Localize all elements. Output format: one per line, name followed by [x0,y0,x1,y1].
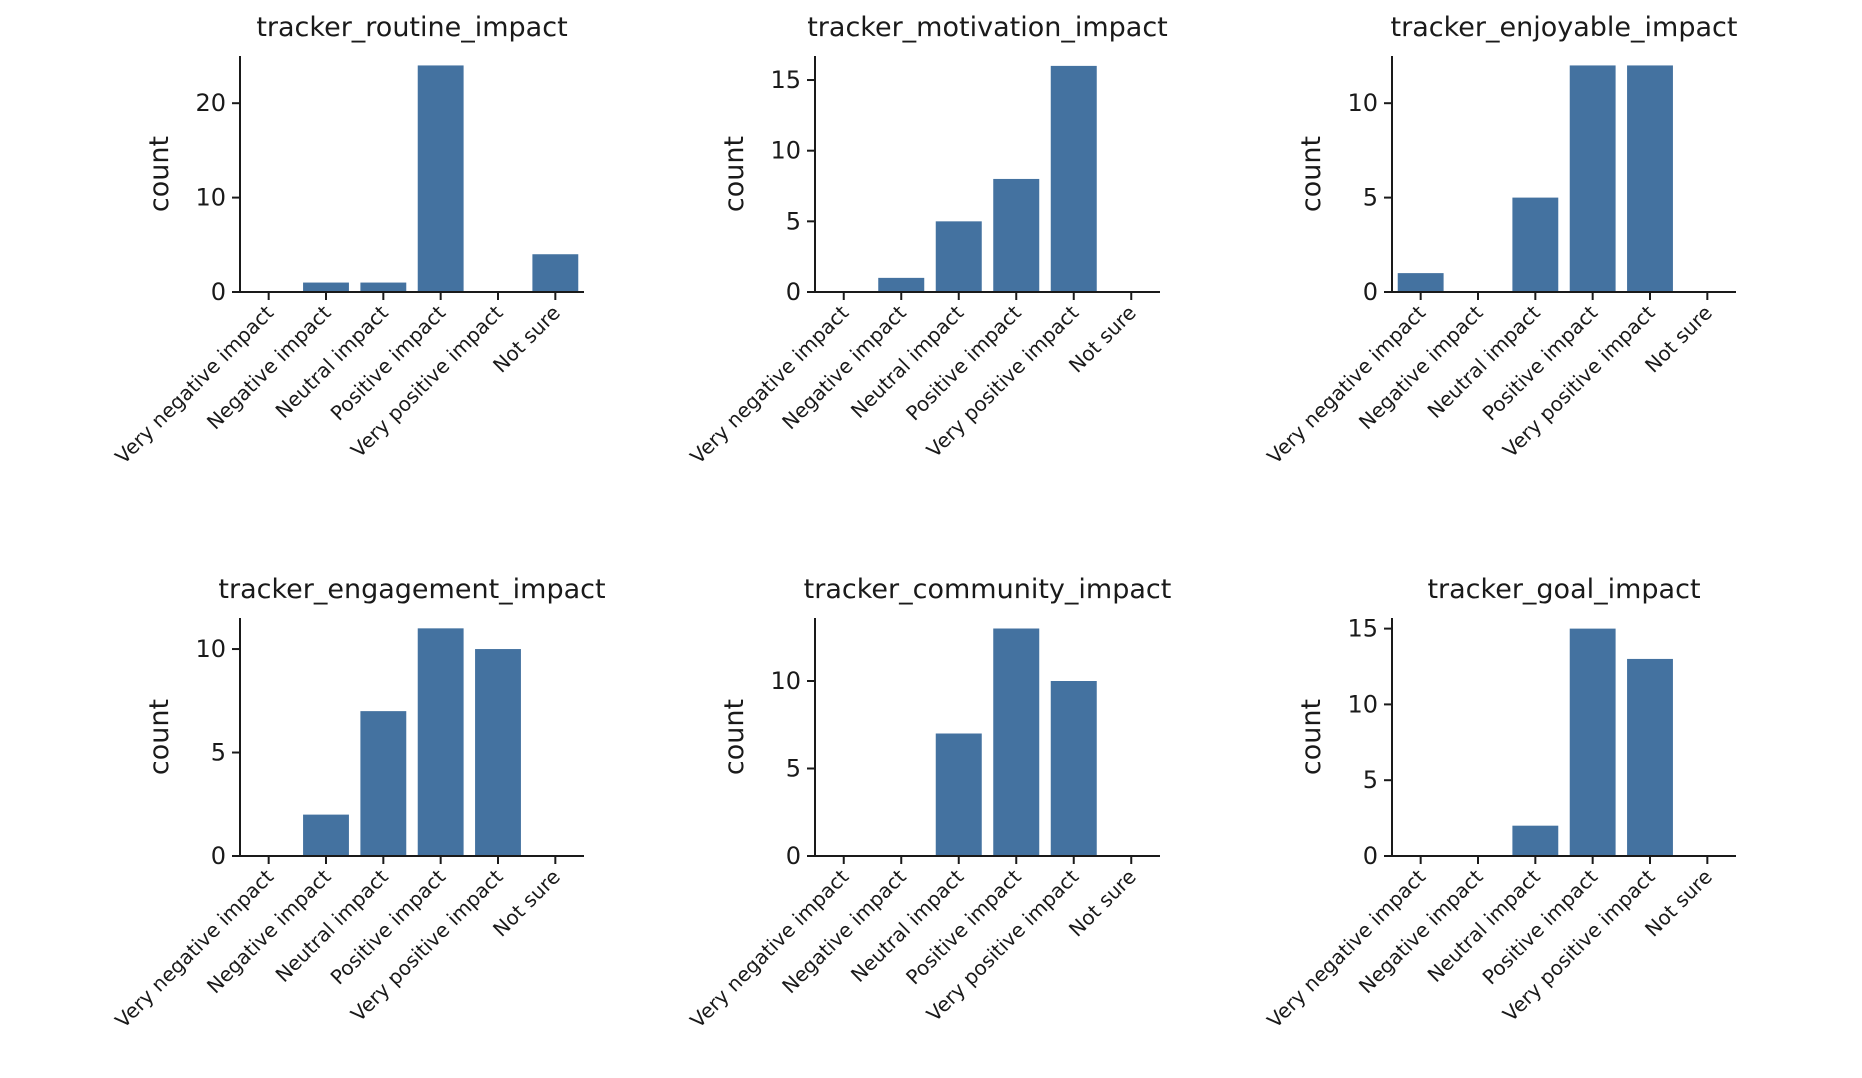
bar [1050,681,1097,856]
y-tick-label: 20 [195,89,226,117]
bar [1050,65,1097,292]
bar [475,649,521,856]
y-tick-label: 5 [1363,766,1378,794]
bar [417,65,464,292]
y-axis-label: count [719,136,750,212]
bar [935,221,982,292]
chart-title: tracker_goal_impact [1427,574,1700,605]
bar [303,814,349,856]
y-tick-label: 10 [1347,89,1378,117]
y-tick-label: 10 [195,635,226,663]
y-axis-label: count [1296,136,1327,212]
bar [1397,273,1444,292]
y-tick-label: 10 [195,184,226,212]
y-tick-label: 0 [211,842,226,870]
bar [360,711,407,856]
chart-title: tracker_enjoyable_impact [1391,12,1738,43]
chart-title: tracker_community_impact [804,574,1172,605]
bar [1627,658,1673,856]
bar [303,282,349,292]
y-tick-label: 5 [786,755,801,783]
bar [935,733,982,856]
y-tick-label: 5 [1363,184,1378,212]
chart-title: tracker_routine_impact [256,12,567,43]
bar [1512,825,1559,856]
y-tick-label: 0 [211,278,226,306]
y-tick-label: 15 [1347,615,1378,643]
bar [417,628,464,856]
y-axis-label: count [719,699,750,775]
bar [1627,65,1673,292]
y-tick-label: 15 [770,66,801,94]
subplot-2: tracker_motivation_impactcount051015Very… [685,12,1167,469]
y-axis-label: count [1296,699,1327,775]
y-tick-label: 5 [786,207,801,235]
y-tick-label: 10 [770,137,801,165]
y-tick-label: 10 [770,667,801,695]
chart-title: tracker_engagement_impact [218,574,605,605]
y-tick-label: 0 [786,278,801,306]
y-axis-label: count [144,136,175,212]
bar [993,628,1040,856]
y-tick-label: 0 [786,842,801,870]
y-axis-label: count [144,699,175,775]
bar [360,282,407,292]
y-tick-label: 5 [211,739,226,767]
chart-title: tracker_motivation_impact [807,12,1168,43]
y-tick-label: 0 [1363,842,1378,870]
bar [532,254,579,292]
bar [878,277,925,292]
bar [1569,65,1616,292]
bar [1569,628,1616,856]
bar [993,178,1040,292]
bar [1512,197,1559,292]
y-tick-label: 10 [1347,690,1378,718]
y-tick-label: 0 [1363,278,1378,306]
